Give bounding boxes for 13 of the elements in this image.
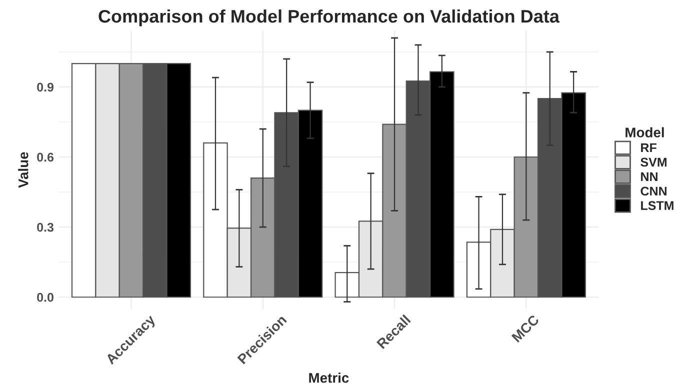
chart-title: Comparison of Model Performance on Validation Data <box>98 9 560 26</box>
legend-title: Model <box>626 127 664 138</box>
legend-label: LSTM <box>641 201 674 210</box>
legend-label: NN <box>641 172 658 181</box>
y-tick-label: 0.9 <box>37 82 54 92</box>
y-axis-title: Value <box>18 152 28 188</box>
legend-label: CNN <box>640 186 666 196</box>
y-tick-label: 0.6 <box>37 152 54 162</box>
y-tick-label: 0.3 <box>37 222 54 232</box>
legend-label: SVM <box>640 158 666 167</box>
x-axis-title: Metric <box>309 372 349 383</box>
y-tick-label: 0.0 <box>37 292 54 302</box>
legend-label: RF <box>641 143 656 152</box>
